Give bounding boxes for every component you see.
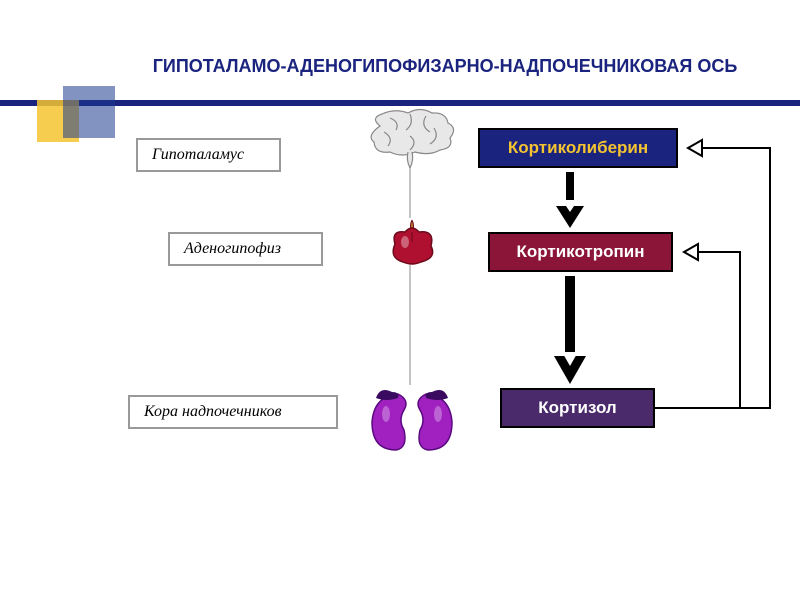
diagram-root: { "title": { "text": "ГИПОТАЛАМО-АДЕНОГИ… — [0, 0, 800, 600]
feedback-arrows — [0, 0, 800, 600]
